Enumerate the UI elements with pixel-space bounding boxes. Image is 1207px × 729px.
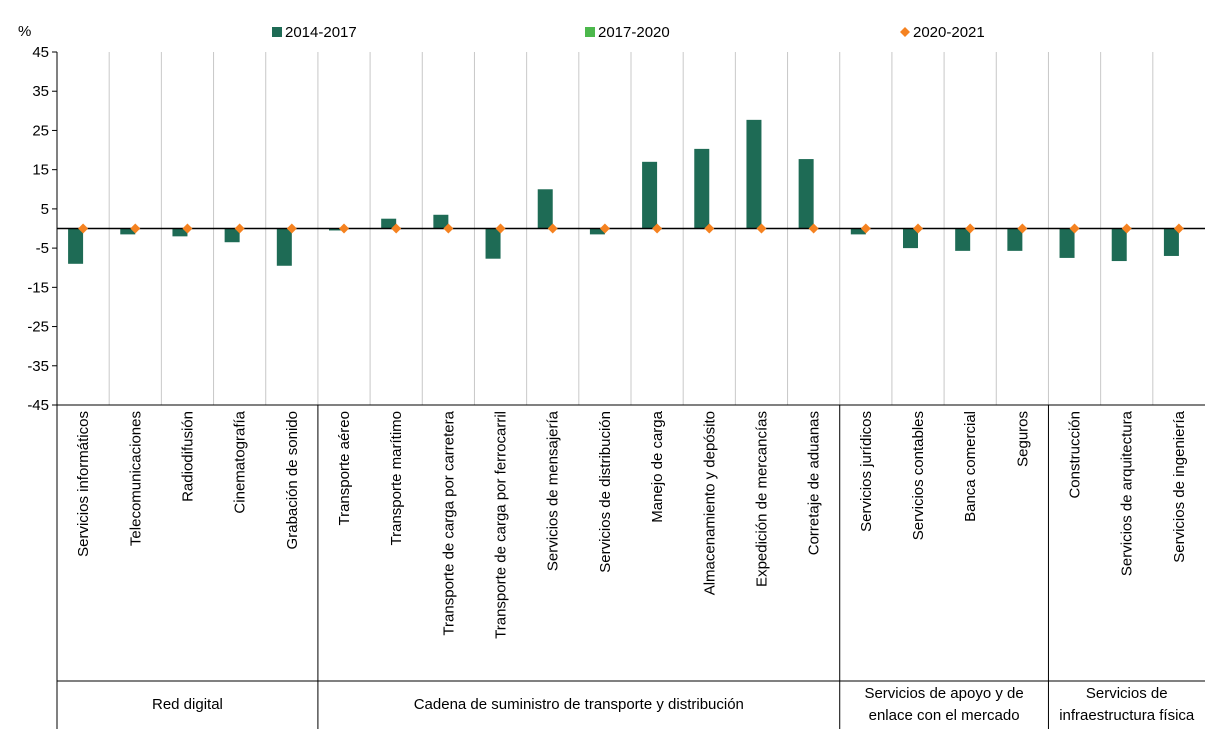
- bar: [1059, 228, 1075, 258]
- x-tick-label: Servicios informáticos: [75, 411, 92, 557]
- bar: [1163, 228, 1179, 256]
- x-tick-label: Grabación de sonido: [284, 411, 301, 549]
- diamond-marker: [339, 223, 349, 234]
- diamond-marker: [913, 223, 923, 234]
- bar: [276, 228, 292, 266]
- x-tick-label: Manejo de carga: [649, 410, 666, 522]
- diamond-marker: [1069, 223, 1080, 234]
- diamond-marker: [1173, 223, 1184, 234]
- x-tick-label: Servicios de distribución: [597, 411, 614, 573]
- y-tick-label: -35: [27, 358, 49, 375]
- x-tick-label: Cinematografía: [232, 410, 249, 513]
- diamond-marker: [704, 223, 715, 234]
- y-tick-label: 45: [32, 44, 49, 61]
- y-tick-label: -25: [27, 319, 49, 336]
- bar: [746, 119, 762, 229]
- x-tick-label: Banca comercial: [962, 411, 979, 522]
- diamond-marker: [78, 223, 89, 234]
- legend-label: 2017-2020: [598, 24, 670, 41]
- bar: [224, 228, 240, 243]
- y-axis-label: %: [18, 23, 31, 40]
- diamond-marker: [1017, 223, 1028, 234]
- diamond-marker: [182, 223, 193, 234]
- x-tick-label: Servicios de mensajería: [545, 410, 562, 571]
- x-tick-label: Servicios de arquitectura: [1119, 410, 1136, 576]
- legend-swatch: [585, 27, 595, 37]
- x-tick-label: Transporte de carga por ferrocarril: [493, 411, 510, 639]
- x-tick-label: Servicios contables: [910, 411, 927, 540]
- legend-swatch: [272, 27, 282, 37]
- y-tick-label: 25: [32, 122, 49, 139]
- diamond-marker: [1121, 223, 1132, 234]
- y-tick-label: 15: [32, 162, 49, 179]
- diamond-marker: [756, 223, 767, 234]
- diamond-marker: [652, 223, 663, 234]
- bar: [850, 228, 866, 235]
- legend-label: 2020-2021: [913, 24, 985, 41]
- bar: [1111, 228, 1127, 262]
- bar: [329, 228, 344, 231]
- x-tick-label: Servicios de ingeniería: [1171, 410, 1188, 562]
- legend-swatch: [900, 27, 910, 37]
- legend-label: 2014-2017: [285, 24, 357, 41]
- x-tick-label: Radiodifusión: [179, 411, 196, 502]
- diamond-marker: [965, 223, 976, 234]
- bar: [589, 228, 605, 235]
- x-tick-label: Construcción: [1067, 411, 1084, 499]
- diamond-marker: [286, 223, 297, 234]
- y-tick-label: 5: [41, 201, 49, 218]
- y-tick-label: -45: [27, 397, 49, 414]
- diamond-marker: [443, 223, 454, 234]
- x-tick-label: Corretaje de aduanas: [806, 411, 823, 555]
- x-tick-label: Transporte aéreo: [336, 411, 353, 526]
- diamond-marker: [391, 223, 402, 234]
- diamond-marker: [547, 223, 558, 234]
- bar: [68, 228, 84, 264]
- diamond-marker: [495, 223, 506, 234]
- diamond-marker: [808, 223, 819, 234]
- y-tick-label: -15: [27, 279, 49, 296]
- bar: [381, 218, 397, 229]
- group-label: Red digital: [152, 696, 223, 713]
- bar: [798, 159, 814, 229]
- diamond-marker: [599, 223, 610, 234]
- bar: [433, 214, 449, 229]
- x-tick-label: Almacenamiento y depósito: [701, 411, 718, 595]
- bar: [485, 228, 501, 259]
- bar: [694, 148, 710, 229]
- x-tick-label: Servicios jurídicos: [858, 411, 875, 532]
- diamond-marker: [130, 223, 141, 234]
- bar: [537, 189, 553, 229]
- y-tick-label: -5: [36, 240, 49, 257]
- x-tick-label: Seguros: [1014, 411, 1031, 467]
- x-tick-label: Transporte marítimo: [388, 411, 405, 545]
- y-tick-label: 35: [32, 83, 49, 100]
- x-tick-label: Transporte de carga por carretera: [440, 410, 457, 635]
- bar: [120, 228, 136, 235]
- group-label: Servicios de infraestructura física: [1059, 685, 1195, 724]
- diamond-marker: [234, 223, 245, 234]
- bar: [955, 228, 971, 251]
- bar: [1007, 228, 1023, 251]
- bar: [903, 228, 918, 249]
- group-label: Cadena de suministro de transporte y dis…: [413, 696, 744, 713]
- x-tick-label: Telecomunicaciones: [127, 411, 144, 546]
- group-label: Servicios de apoyo y de enlace con el me…: [864, 685, 1024, 724]
- bar: [642, 161, 658, 229]
- x-tick-label: Expedición de mercancías: [753, 411, 770, 587]
- diamond-marker: [860, 223, 871, 234]
- bar: [172, 228, 188, 237]
